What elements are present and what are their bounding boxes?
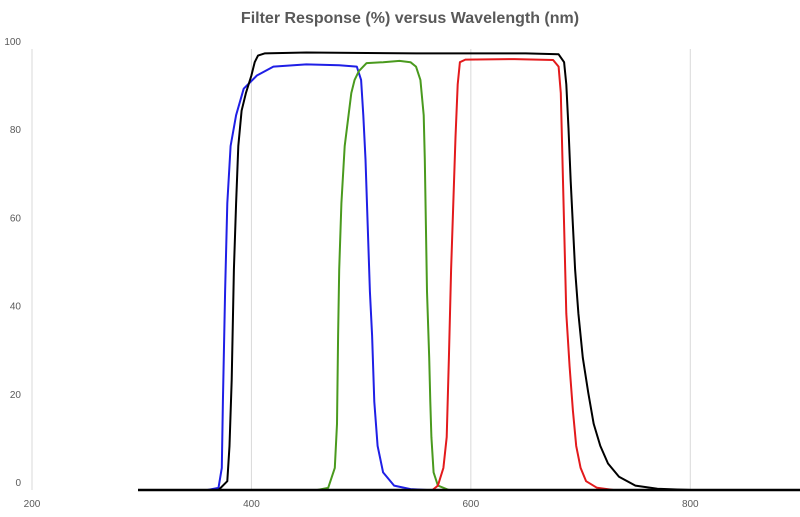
grid-layer (32, 49, 690, 490)
y-tick-label-20: 20 (10, 390, 22, 401)
x-tick-label-800: 800 (682, 499, 699, 510)
y-tick-label-100: 100 (4, 37, 21, 48)
y-tick-label-80: 80 (10, 125, 22, 136)
series-line-green (142, 61, 449, 490)
series-line-blue (142, 64, 427, 490)
y-tick-label-40: 40 (10, 302, 22, 313)
x-tick-label-600: 600 (463, 499, 480, 510)
filter-response-chart: Filter Response (%) versus Wavelength (n… (0, 0, 800, 517)
tick-layer: 200 400 600 800 0 20 40 60 80 100 (4, 37, 699, 510)
y-tick-label-60: 60 (10, 213, 22, 224)
chart-container: Filter Response (%) versus Wavelength (n… (0, 0, 800, 517)
series-line-red (416, 59, 614, 490)
x-tick-label-200: 200 (24, 499, 41, 510)
y-tick-label-0: 0 (15, 478, 21, 489)
x-tick-label-400: 400 (243, 499, 260, 510)
chart-title: Filter Response (%) versus Wavelength (n… (241, 10, 579, 27)
